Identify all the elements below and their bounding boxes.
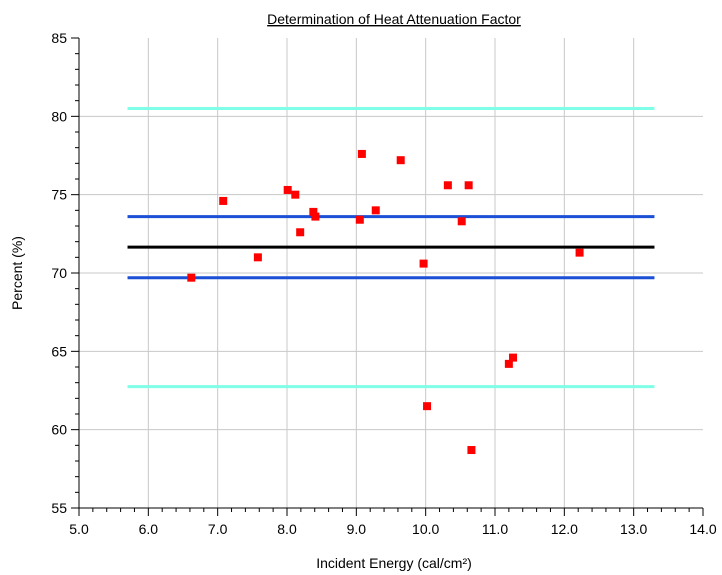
x-tick-label: 6.0 [139, 521, 159, 537]
y-tick-label: 55 [51, 500, 67, 516]
data-point [355, 215, 364, 224]
data-point [509, 353, 518, 362]
y-tick-label: 80 [51, 108, 67, 124]
x-tick-label: 5.0 [69, 521, 89, 537]
data-point [311, 212, 320, 221]
x-tick-label: 14.0 [689, 521, 716, 537]
y-tick-labels: 55 60 65 70 75 80 85 [51, 30, 67, 516]
data-point [309, 207, 318, 216]
data-point [396, 156, 405, 165]
chart-title: Determination of Heat Attenuation Factor [267, 11, 521, 27]
y-tick-label: 70 [51, 265, 67, 281]
x-tick-labels: 5.0 6.0 7.0 8.0 9.0 10.0 11.0 12.0 13.0 14.0 [69, 521, 717, 537]
data-point [467, 446, 476, 455]
data-point [575, 248, 584, 257]
data-point [219, 196, 228, 205]
data-point [371, 206, 380, 215]
x-tick-label: 7.0 [208, 521, 228, 537]
data-point [464, 181, 473, 190]
y-axis-title: Percent (%) [9, 236, 25, 310]
data-point [357, 149, 366, 158]
y-tick-label: 65 [51, 343, 67, 359]
data-points [187, 149, 584, 455]
data-point [504, 359, 513, 368]
data-point [419, 259, 428, 268]
x-tick-label: 11.0 [482, 521, 508, 537]
grid [79, 38, 703, 508]
x-tick-label: 12.0 [551, 521, 578, 537]
y-tick-label: 85 [51, 30, 67, 46]
data-point [296, 228, 305, 237]
axes [71, 37, 704, 516]
x-tick-label: 9.0 [347, 521, 367, 537]
data-point [443, 181, 452, 190]
data-point [283, 185, 292, 194]
data-point [253, 253, 262, 262]
x-tick-label: 8.0 [277, 521, 297, 537]
reference-lines [127, 107, 655, 389]
x-tick-label: 10.0 [412, 521, 439, 537]
data-point [423, 402, 432, 411]
x-axis-title: Incident Energy (cal/cm²) [316, 555, 472, 571]
data-point [291, 190, 300, 199]
y-tick-label: 60 [51, 422, 67, 438]
x-tick-label: 13.0 [620, 521, 647, 537]
data-point [457, 217, 466, 226]
data-point [187, 273, 196, 282]
y-tick-label: 75 [51, 187, 67, 203]
